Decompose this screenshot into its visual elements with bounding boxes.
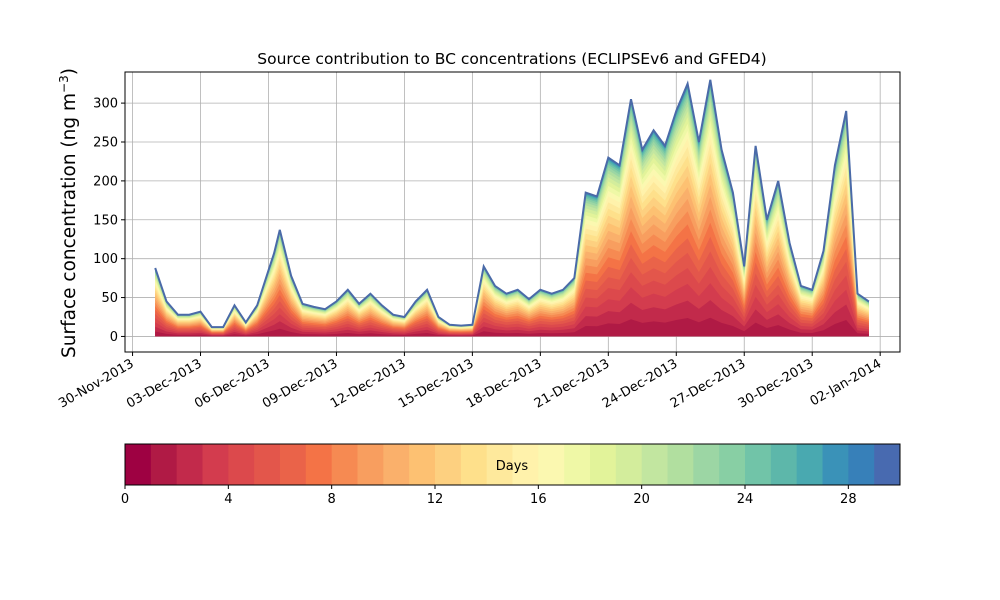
colorbar-segment [874, 444, 901, 485]
colorbar-tick-label: 16 [530, 492, 547, 507]
x-tick-label: 30-Dec-2013 [736, 356, 816, 411]
colorbar [125, 444, 901, 485]
colorbar-segment [460, 444, 488, 485]
colorbar-segment [254, 444, 281, 485]
colorbar-segment [486, 444, 513, 485]
colorbar-segment [150, 444, 178, 485]
x-tick-label: 24-Dec-2013 [600, 356, 680, 411]
colorbar-segment [667, 444, 694, 485]
x-tick-label: 21-Dec-2013 [532, 356, 612, 411]
colorbar-tick-label: 20 [633, 492, 650, 507]
y-tick-label: 150 [93, 213, 118, 228]
x-tick-label: 27-Dec-2013 [668, 356, 748, 411]
y-axis-label-close: ) [59, 68, 80, 75]
colorbar-segment [176, 444, 203, 485]
x-axis-ticks: 30-Nov-201303-Dec-201306-Dec-201309-Dec-… [56, 352, 884, 412]
x-tick-label: 03-Dec-2013 [124, 356, 204, 411]
y-tick-label: 250 [93, 136, 118, 151]
colorbar-tick-label: 28 [840, 492, 857, 507]
colorbar-segment [357, 444, 384, 485]
x-tick-label: 15-Dec-2013 [396, 356, 476, 411]
y-tick-label: 50 [101, 291, 118, 306]
colorbar-segment [615, 444, 643, 485]
colorbar-tick-label: 24 [737, 492, 754, 507]
y-axis-label-superscript: −3 [57, 75, 71, 93]
colorbar-segment [693, 444, 720, 485]
x-tick-label: 09-Dec-2013 [260, 356, 340, 411]
colorbar-segment [228, 444, 255, 485]
x-tick-label: 12-Dec-2013 [328, 356, 408, 411]
colorbar-segment [202, 444, 229, 485]
colorbar-segment [331, 444, 358, 485]
plot-frame [124, 71, 901, 353]
colorbar-segment [745, 444, 772, 485]
colorbar-segment [796, 444, 823, 485]
y-tick-label: 100 [93, 252, 118, 267]
colorbar-segment [280, 444, 307, 485]
colorbar-segment [822, 444, 849, 485]
colorbar-frame [124, 443, 901, 486]
y-tick-label: 0 [110, 330, 118, 345]
y-axis-ticks: 0 50 100 150 200 250 300 [93, 97, 125, 345]
chart-title: Source contribution to BC concentrations… [257, 50, 766, 68]
colorbar-tick-label: 8 [328, 492, 336, 507]
colorbar-ticks: 0 4 8 12 16 20 24 28 [121, 485, 857, 507]
y-tick-label: 200 [93, 174, 118, 189]
y-axis-label: Surface concentration (ng m−3) [57, 68, 80, 358]
colorbar-segment [125, 444, 152, 485]
colorbar-segment [719, 444, 746, 485]
y-axis-label-main: Surface concentration (ng m [59, 93, 80, 358]
colorbar-segment [641, 444, 668, 485]
stacked-area-layers [155, 79, 869, 337]
x-tick-label: 06-Dec-2013 [192, 356, 272, 411]
colorbar-segment [305, 444, 333, 485]
x-tick-label: 18-Dec-2013 [464, 356, 544, 411]
colorbar-segment [564, 444, 591, 485]
colorbar-segment [538, 444, 565, 485]
x-tick-label: 02-Jan-2014 [808, 356, 885, 409]
colorbar-segment [848, 444, 875, 485]
colorbar-segment [435, 444, 462, 485]
colorbar-segment [383, 444, 410, 485]
colorbar-segment [770, 444, 798, 485]
colorbar-label: Days [496, 459, 529, 474]
total-concentration-line [154, 79, 870, 329]
colorbar-segment [590, 444, 617, 485]
colorbar-segment [409, 444, 436, 485]
colorbar-tick-label: 0 [121, 492, 129, 507]
colorbar-segment [512, 444, 539, 485]
x-tick-label: 30-Nov-2013 [56, 356, 136, 411]
colorbar-tick-label: 12 [427, 492, 444, 507]
area-layer-day-1 [155, 317, 869, 337]
y-tick-label: 300 [93, 97, 118, 112]
colorbar-tick-label: 4 [224, 492, 232, 507]
